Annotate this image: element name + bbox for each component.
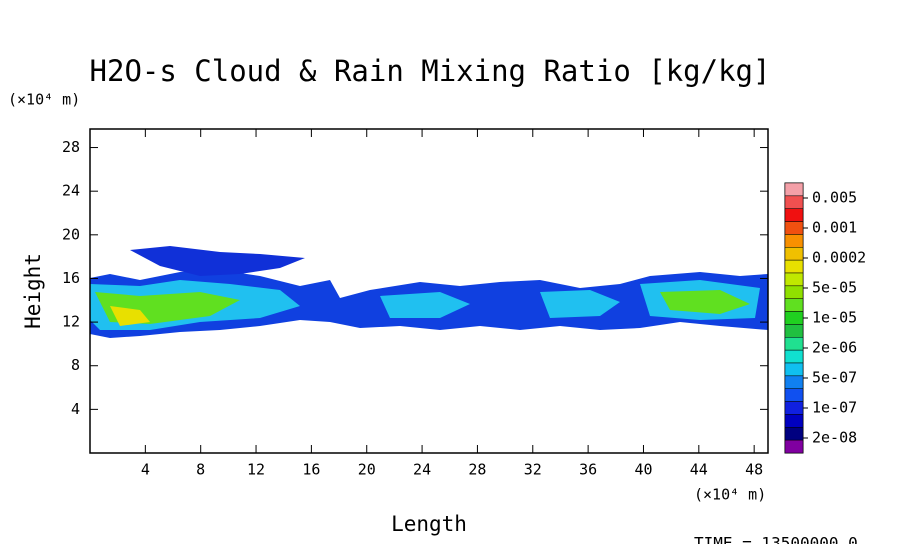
colorbar-swatch xyxy=(784,182,804,197)
chart-title: H2O-s Cloud & Rain Mixing Ratio [kg/kg] xyxy=(90,54,771,88)
colorbar-label: 2e-08 xyxy=(812,429,857,447)
x-unit: (×10⁴ m) xyxy=(694,486,766,504)
colorbar-label: 2e-06 xyxy=(812,339,857,357)
colorbar-label: 5e-05 xyxy=(812,279,857,297)
y-unit: (×10⁴ m) xyxy=(8,91,80,109)
colorbar-swatch xyxy=(784,375,804,389)
colorbar-label: 0.005 xyxy=(812,189,857,207)
colorbar-swatch xyxy=(784,324,804,338)
colorbar-swatch xyxy=(784,337,804,351)
x-tick-label: 8 xyxy=(196,461,205,479)
colorbar-swatch xyxy=(784,247,804,261)
colorbar-label: 1e-05 xyxy=(812,309,857,327)
colorbar-swatch xyxy=(784,311,804,325)
colorbar-swatch xyxy=(784,208,804,222)
colorbar-swatch xyxy=(784,259,804,274)
y-tick-label: 12 xyxy=(62,313,80,331)
y-tick-label: 8 xyxy=(71,356,80,374)
x-tick-label: 48 xyxy=(745,461,763,479)
colorbar-swatch xyxy=(784,427,804,441)
colorbar-swatch xyxy=(784,439,804,454)
colorbar-swatch xyxy=(784,388,804,402)
x-tick-label: 28 xyxy=(468,461,486,479)
colorbar-swatch xyxy=(784,272,804,287)
colorbar-swatch xyxy=(784,285,804,299)
colorbar-swatch xyxy=(784,414,804,428)
x-tick-label: 40 xyxy=(634,461,652,479)
y-tick-label: 4 xyxy=(71,400,80,418)
colorbar-swatch xyxy=(784,401,804,415)
colorbar-swatch xyxy=(784,221,804,235)
plot-frame xyxy=(89,128,769,454)
colorbar-label: 0.001 xyxy=(812,219,857,237)
x-tick-label: 20 xyxy=(358,461,376,479)
x-axis-label: Length xyxy=(391,512,467,536)
x-tick-label: 16 xyxy=(302,461,320,479)
y-tick-label: 24 xyxy=(62,182,80,200)
colorbar-swatch xyxy=(784,362,804,377)
colorbar-swatch xyxy=(784,349,804,364)
colorbar-label: 0.0002 xyxy=(812,249,866,267)
x-tick-label: 44 xyxy=(690,461,708,479)
x-tick-label: 36 xyxy=(579,461,597,479)
x-tick-label: 4 xyxy=(141,461,150,479)
x-tick-label: 32 xyxy=(524,461,542,479)
y-axis-label: Height xyxy=(21,253,45,329)
colorbar-label: 1e-07 xyxy=(812,399,857,417)
colorbar-swatch xyxy=(784,234,804,248)
y-tick-label: 16 xyxy=(62,269,80,287)
x-tick-label: 24 xyxy=(413,461,431,479)
colorbar-swatch xyxy=(784,195,804,209)
y-tick-label: 20 xyxy=(62,225,80,243)
colorbar-label: 5e-07 xyxy=(812,369,857,387)
cloud-field xyxy=(90,246,768,338)
y-tick-label: 28 xyxy=(62,138,80,156)
colorbar-swatch xyxy=(784,298,804,312)
x-tick-label: 12 xyxy=(247,461,265,479)
time-label: TIME = 13500000.0 xyxy=(694,534,858,544)
